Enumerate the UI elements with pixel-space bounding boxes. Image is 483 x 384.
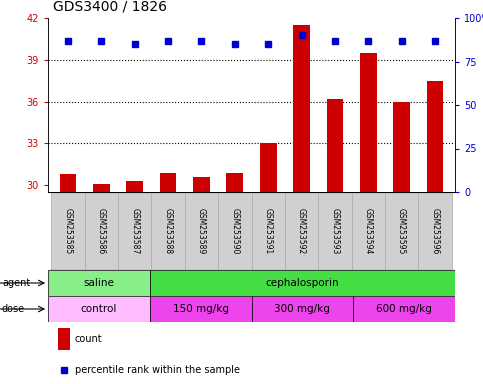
Text: GSM253588: GSM253588 [164, 208, 172, 254]
Text: 600 mg/kg: 600 mg/kg [376, 304, 432, 314]
Text: saline: saline [84, 278, 114, 288]
Bar [285, 192, 318, 270]
Bar [85, 192, 118, 270]
Text: GSM253590: GSM253590 [230, 208, 239, 254]
Text: GDS3400 / 1826: GDS3400 / 1826 [53, 0, 167, 14]
Text: GSM253592: GSM253592 [297, 208, 306, 254]
Text: count: count [75, 334, 102, 344]
Bar [293, 25, 310, 192]
Text: GSM253593: GSM253593 [330, 208, 340, 254]
Bar [58, 328, 70, 350]
Bar [160, 172, 176, 192]
Bar [426, 81, 443, 192]
Bar [185, 192, 218, 270]
Bar [252, 296, 353, 322]
Bar [127, 181, 143, 192]
Bar [260, 143, 277, 192]
Text: control: control [81, 304, 117, 314]
Bar [150, 296, 252, 322]
Text: GSM253596: GSM253596 [430, 208, 440, 254]
Text: agent: agent [2, 278, 30, 288]
Bar [352, 192, 385, 270]
Bar [150, 270, 455, 296]
Text: GSM253589: GSM253589 [197, 208, 206, 254]
Bar [327, 99, 343, 192]
Bar [48, 296, 150, 322]
Text: 150 mg/kg: 150 mg/kg [172, 304, 228, 314]
Bar [93, 184, 110, 192]
Text: GSM253594: GSM253594 [364, 208, 373, 254]
Text: percentile rank within the sample: percentile rank within the sample [75, 365, 240, 376]
Bar [227, 173, 243, 192]
Bar [360, 53, 377, 192]
Bar [151, 192, 185, 270]
Text: GSM253591: GSM253591 [264, 208, 273, 254]
Bar [252, 192, 285, 270]
Bar [418, 192, 452, 270]
Bar [60, 174, 76, 192]
Bar [393, 101, 410, 192]
Bar [193, 177, 210, 192]
Text: GSM253586: GSM253586 [97, 208, 106, 254]
Bar [385, 192, 418, 270]
Bar [48, 270, 150, 296]
Bar [218, 192, 252, 270]
Bar [118, 192, 151, 270]
Text: GSM253595: GSM253595 [397, 208, 406, 254]
Text: dose: dose [2, 304, 25, 314]
Text: cephalosporin: cephalosporin [266, 278, 339, 288]
Bar [318, 192, 352, 270]
Text: GSM253585: GSM253585 [64, 208, 72, 254]
Bar [353, 296, 455, 322]
Bar [51, 192, 85, 270]
Text: GSM253587: GSM253587 [130, 208, 139, 254]
Text: 300 mg/kg: 300 mg/kg [274, 304, 330, 314]
